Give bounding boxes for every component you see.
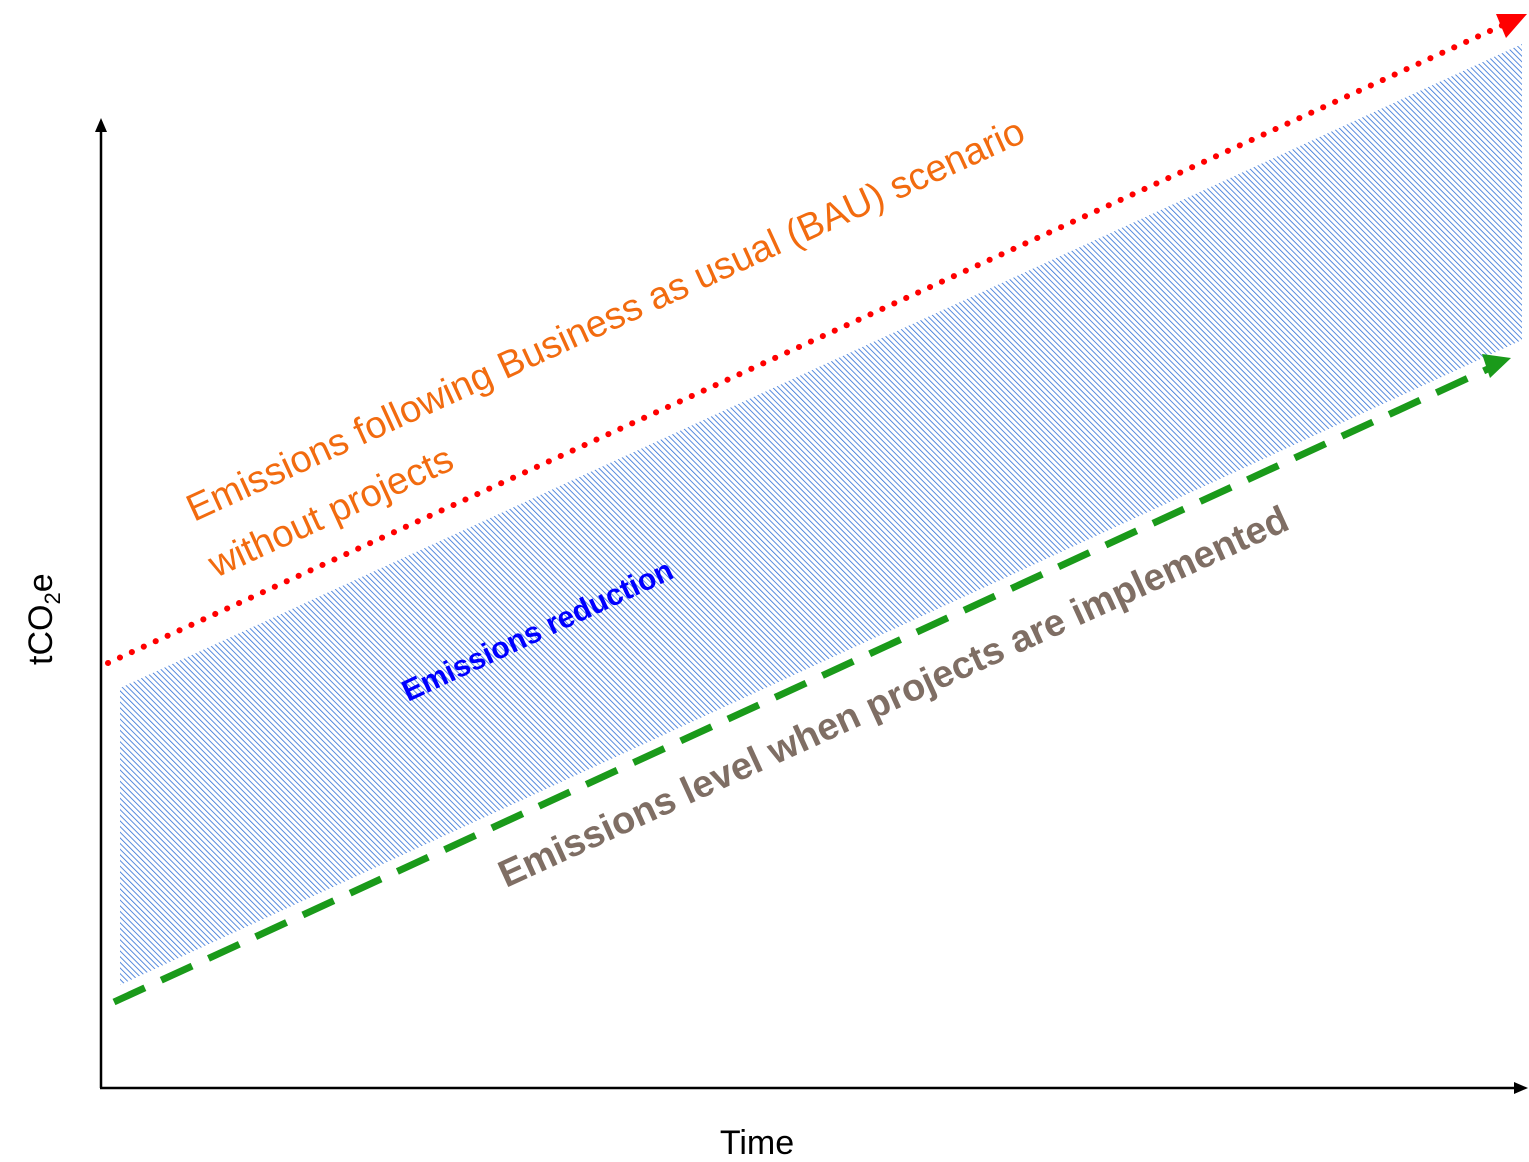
y-axis-label: tCO2e [22,573,65,665]
x-axis-label: Time [720,1124,794,1162]
emissions-reduction-area [120,44,1522,985]
y-axis-arrowhead [95,118,107,132]
y-axis-label-subscript: 2 [40,592,65,604]
project-line-arrowhead [1482,354,1511,378]
y-axis-label-main: tCO [22,605,60,665]
project-emissions-line [112,364,1492,1006]
x-axis-arrowhead [1514,1082,1528,1094]
y-axis-label-end: e [22,573,60,592]
bau-line-arrowhead [1496,14,1527,38]
